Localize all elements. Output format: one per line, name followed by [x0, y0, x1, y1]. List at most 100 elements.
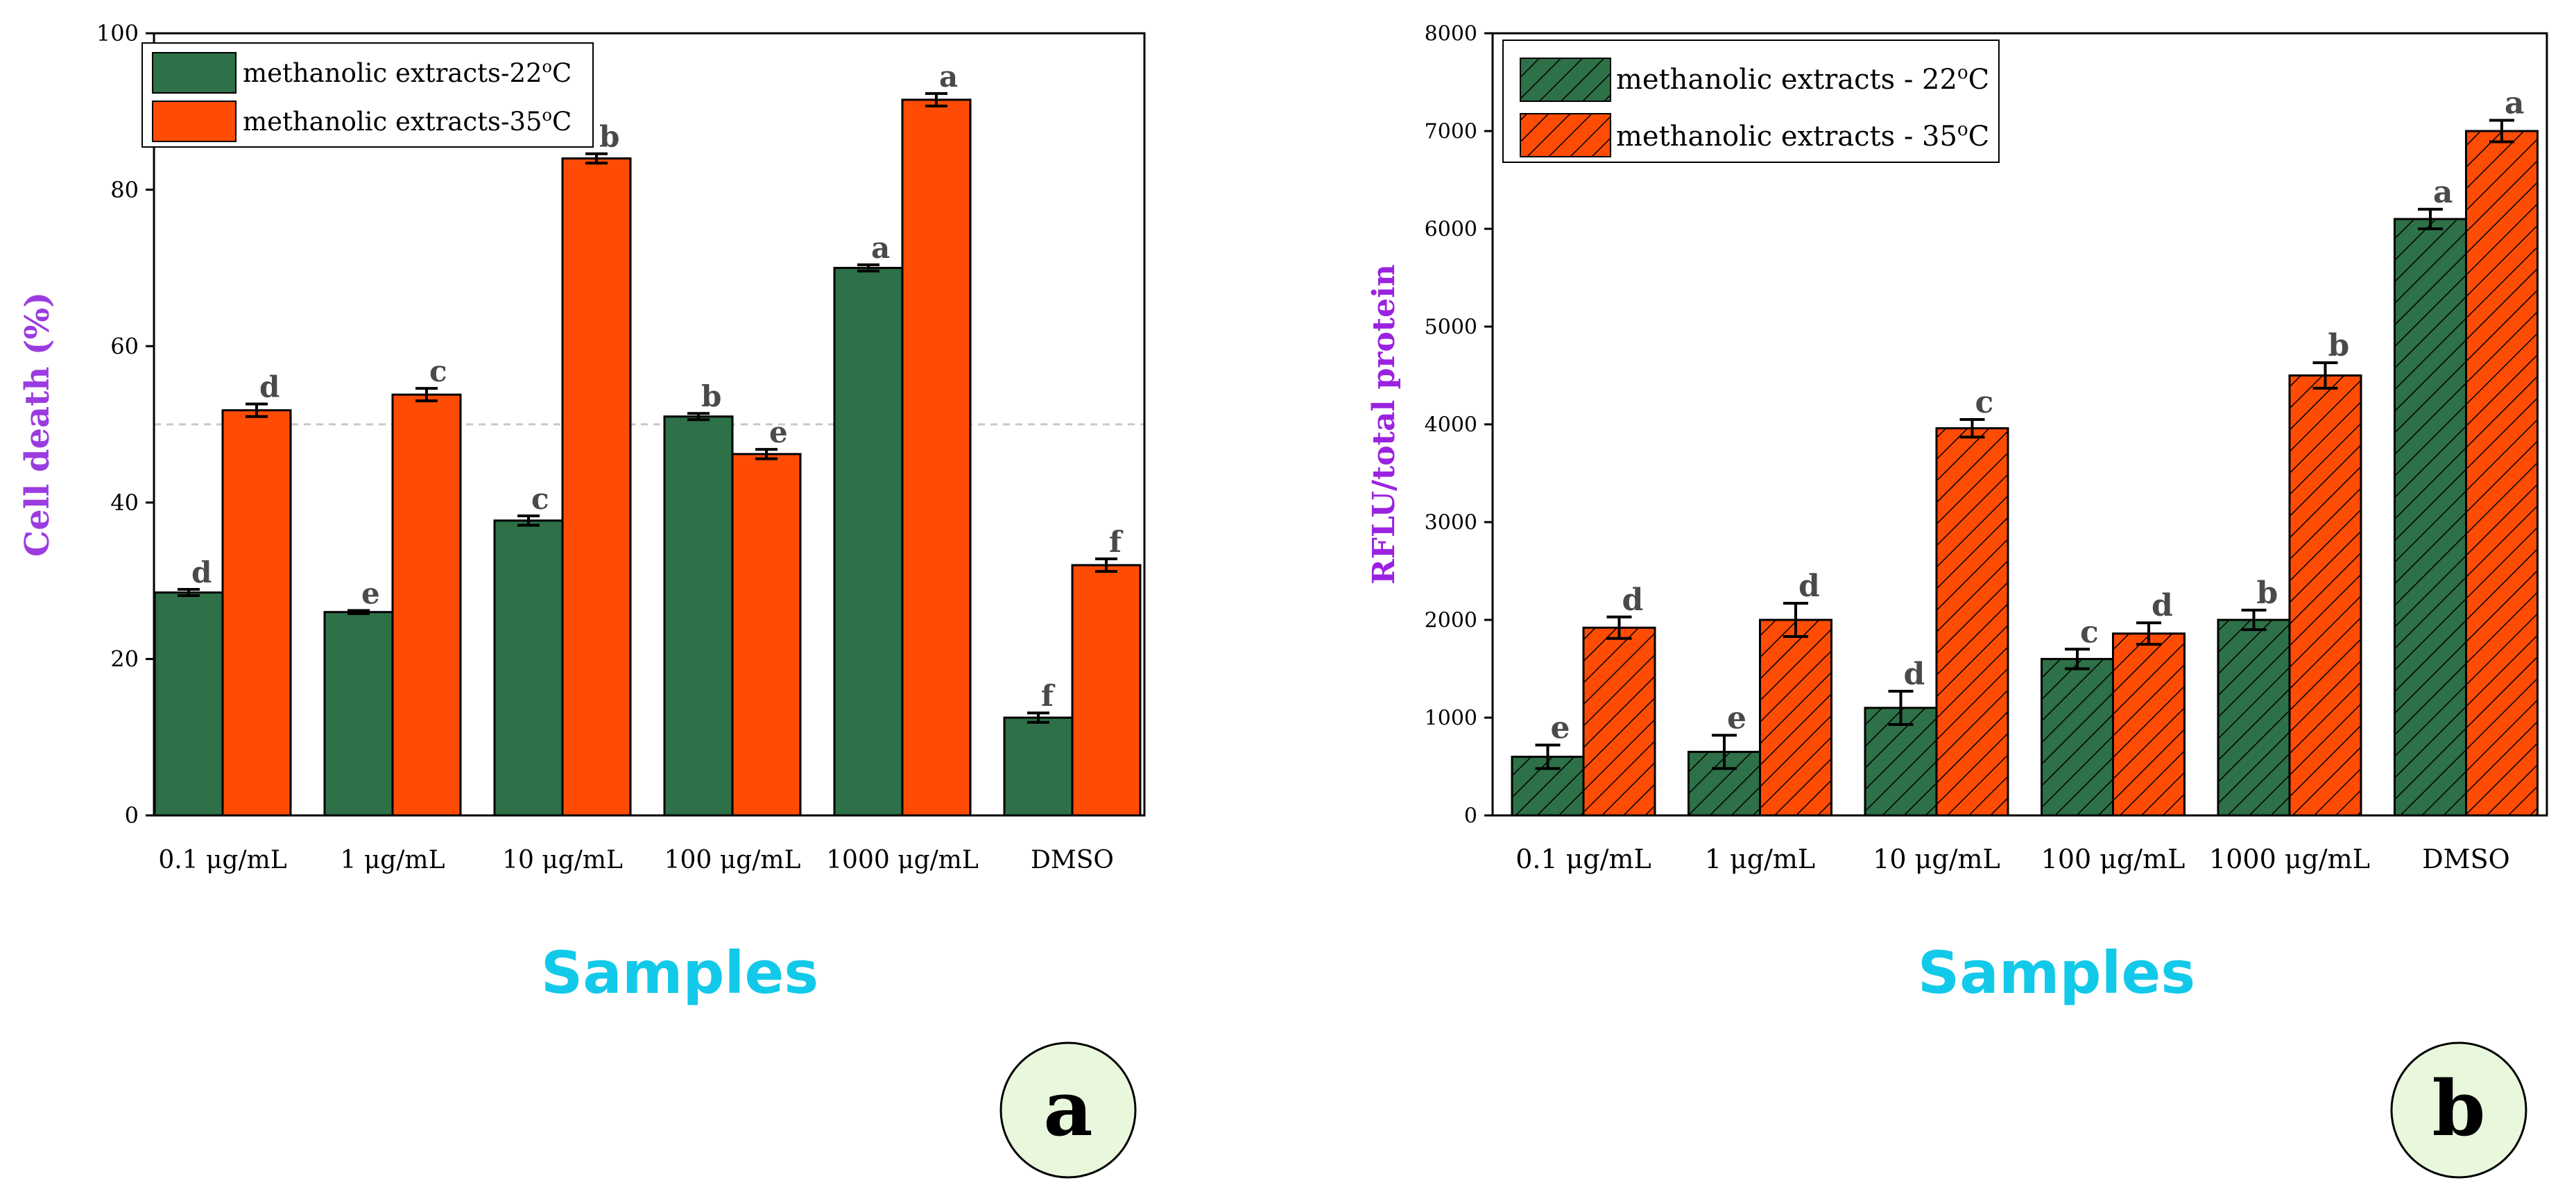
chart-b-sig-letter: c — [1975, 385, 1994, 420]
chart-b-ytick-label: 3000 — [1425, 511, 1477, 535]
chart-b-legend: methanolic extracts - 22oC methanolic ex… — [1502, 40, 2000, 163]
chart-a-sig-letter: a — [939, 60, 958, 94]
chart-a-legend: methanolic extracts-22oC methanolic extr… — [141, 42, 594, 148]
chart-a-bar-22c — [833, 266, 904, 817]
chart-a-sig-letter: a — [871, 231, 890, 265]
chart-b-error-bar — [1959, 417, 1985, 439]
chart-a-plot: 0 20 40 60 80 100 d d 0.1 μg/mL e c 1 μg/mL c b 10 μg/… — [96, 20, 1144, 874]
chart-a-ytick-label: 100 — [96, 20, 139, 46]
chart-b-sig-letter: d — [1622, 582, 1644, 618]
chart-b-plot: 0 1000 2000 3000 4000 5000 6000 7000 8000 e d 0.1 μ… — [1425, 22, 2539, 874]
chart-a-bar-22c — [153, 591, 224, 817]
chart-b-legend-label-22: methanolic extracts - 22oC — [1616, 62, 1989, 96]
chart-a-error-bar — [178, 588, 200, 598]
chart-a-sig-letter: f — [1041, 679, 1056, 713]
chart-b-error-bar — [1606, 615, 1632, 640]
chart-b-bar-22c — [2217, 618, 2291, 817]
chart-a-error-bar — [1095, 557, 1117, 573]
panel-a-badge-circle — [999, 1041, 1137, 1179]
chart-a-error-bar — [1027, 711, 1049, 724]
panel-b-badge-letter: b — [2432, 1064, 2486, 1153]
chart-a-sig-letter: b — [701, 379, 721, 413]
chart-a-error-bar — [925, 92, 947, 107]
chart-a-category-label: 1 μg/mL — [341, 846, 445, 874]
chart-a-sig-letter: e — [361, 576, 380, 610]
chart-b-error-bar — [1712, 734, 1737, 770]
chart-a-bar-35c — [221, 409, 292, 817]
chart-b-sig-letter: e — [1727, 700, 1746, 736]
chart-b-bar-35c — [2465, 130, 2539, 817]
chart-a-category-label: DMSO — [1031, 846, 1114, 874]
chart-b-ylabel: RFLU/total protein — [1366, 264, 1402, 585]
chart-a-error-bar — [347, 609, 370, 615]
chart-b-category-label: 10 μg/mL — [1873, 844, 2000, 874]
chart-b-legend-swatch-35 — [1520, 113, 1611, 157]
chart-b-ytick-label: 4000 — [1425, 413, 1477, 438]
chart-b-category-label: 100 μg/mL — [2041, 844, 2186, 874]
chart-b-sig-letter: d — [2152, 588, 2173, 623]
chart-b-bar-22c — [2394, 218, 2467, 817]
chart-b-sig-letter: b — [2257, 576, 2278, 611]
chart-b-error-bar — [1783, 602, 1808, 638]
chart-b-legend-label-35: methanolic extracts - 35oC — [1616, 119, 1989, 153]
chart-a-category-label: 1000 μg/mL — [826, 846, 979, 874]
chart-a-category-label: 10 μg/mL — [502, 846, 623, 874]
chart-a-sig-letter: e — [769, 415, 788, 449]
chart-b-bar-22c — [2041, 657, 2114, 817]
chart-a-sig-letter: d — [191, 555, 212, 589]
chart-b-error-bar — [2312, 361, 2338, 390]
chart-b-sig-letter: a — [2433, 175, 2453, 210]
chart-a-error-bar — [585, 152, 608, 165]
chart-b-sig-letter: d — [1798, 569, 1820, 604]
chart-b-bar-35c — [1759, 618, 1832, 817]
chart-a: 0 20 40 60 80 100 d d 0.1 μg/mL e c 1 μg/mL c b 10 μg/… — [18, 20, 1146, 1179]
chart-b-error-bar — [2241, 608, 2267, 632]
chart-a-bar-35c — [901, 98, 972, 817]
chart-a-ytick-label: 80 — [110, 177, 139, 203]
chart-a-bar-22c — [663, 415, 734, 817]
chart-b-frame — [1491, 32, 2548, 817]
chart-a-ylabel: Cell death (%) — [18, 292, 57, 557]
chart-b-bar-35c — [2112, 632, 2186, 817]
chart-b-ytick-label: 2000 — [1425, 609, 1477, 633]
chart-a-error-bar — [687, 412, 710, 422]
panel-a-badge-letter: a — [1043, 1064, 1092, 1153]
chart-a-legend-label-35: methanolic extracts-35oC — [243, 105, 572, 137]
chart-b-bar-35c — [1582, 626, 1656, 817]
chart-b-sig-letter: e — [1551, 710, 1570, 745]
chart-a-bar-35c — [731, 453, 802, 817]
chart-a-ytick-label: 20 — [110, 646, 139, 673]
chart-a-ytick-label: 60 — [110, 333, 139, 359]
chart-a-sig-letter: f — [1109, 525, 1124, 559]
chart-b-error-bar — [2136, 621, 2161, 646]
chart-a-legend-swatch-35 — [152, 101, 237, 142]
chart-b-sig-letter: c — [2080, 614, 2099, 650]
chart-a-sig-letter: c — [531, 482, 549, 516]
chart-b-error-bar — [1535, 743, 1561, 770]
chart-b-legend-swatch-22 — [1520, 58, 1611, 102]
chart-b-bar-35c — [1935, 427, 2009, 817]
chart-a-sig-letter: b — [599, 120, 619, 154]
chart-a-category-label: 100 μg/mL — [664, 846, 801, 874]
chart-a-legend-label-22: methanolic extracts-22oC — [243, 57, 572, 88]
chart-a-error-bar — [246, 402, 268, 418]
chart-b: 0 1000 2000 3000 4000 5000 6000 7000 8000 e d 0.1 μ… — [1366, 22, 2548, 1179]
chart-b-error-bar — [2418, 207, 2443, 230]
chart-a-ytick-label: 0 — [125, 802, 139, 829]
chart-b-category-label: 1 μg/mL — [1705, 844, 1815, 874]
chart-a-bar-22c — [493, 519, 564, 817]
chart-b-ytick-label: 0 — [1464, 804, 1477, 829]
panel-b-badge: b — [2390, 1041, 2527, 1179]
chart-a-legend-swatch-22 — [152, 52, 237, 94]
chart-b-category-label: 0.1 μg/mL — [1515, 844, 1651, 874]
chart-a-sig-letter: d — [259, 370, 280, 404]
chart-a-bar-35c — [561, 157, 632, 817]
chart-b-ytick-label: 1000 — [1425, 707, 1477, 731]
chart-b-ytick-label: 7000 — [1425, 120, 1477, 144]
chart-a-error-bar — [755, 448, 778, 460]
chart-b-sig-letter: a — [2505, 85, 2525, 121]
chart-a-sig-letter: c — [429, 354, 447, 388]
chart-a-ytick-label: 40 — [110, 490, 139, 516]
chart-a-bar-22c — [1003, 716, 1074, 817]
